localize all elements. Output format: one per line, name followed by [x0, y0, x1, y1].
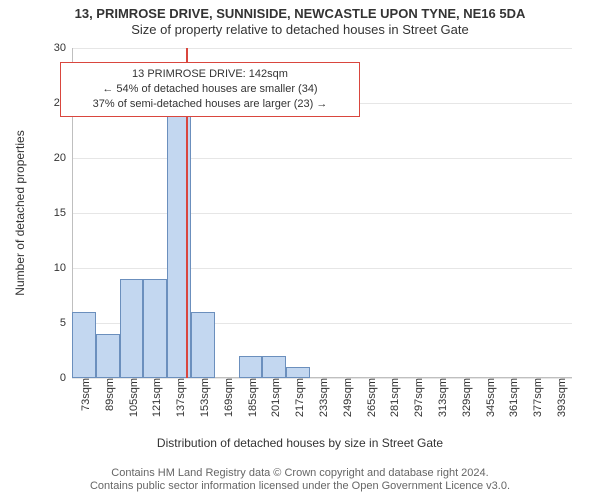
- histogram-bar: [96, 334, 120, 378]
- x-tick-label: 137sqm: [171, 378, 187, 417]
- x-tick-label: 217sqm: [290, 378, 306, 417]
- y-tick-label: 10: [54, 262, 72, 274]
- x-axis-label: Distribution of detached houses by size …: [0, 436, 600, 450]
- x-tick-label: 313sqm: [433, 378, 449, 417]
- x-tick-label: 121sqm: [147, 378, 163, 417]
- chart-container: { "title": { "line1": "13, PRIMROSE DRIV…: [0, 0, 600, 500]
- title-line1: 13, PRIMROSE DRIVE, SUNNISIDE, NEWCASTLE…: [0, 6, 600, 22]
- histogram-bar: [143, 279, 167, 378]
- annotation-line: ← 54% of detached houses are smaller (34…: [71, 82, 349, 97]
- page-title: 13, PRIMROSE DRIVE, SUNNISIDE, NEWCASTLE…: [0, 0, 600, 22]
- y-tick-label: 30: [54, 42, 72, 54]
- x-tick-label: 89sqm: [100, 378, 116, 411]
- x-tick-label: 345sqm: [481, 378, 497, 417]
- x-tick-label: 281sqm: [385, 378, 401, 417]
- x-tick-label: 265sqm: [362, 378, 378, 417]
- x-tick-label: 201sqm: [266, 378, 282, 417]
- x-tick-label: 169sqm: [219, 378, 235, 417]
- histogram-bar: [262, 356, 286, 378]
- footer-line2: Contains public sector information licen…: [0, 480, 600, 494]
- x-tick-label: 73sqm: [76, 378, 92, 411]
- histogram-bar: [286, 367, 310, 378]
- y-tick-label: 20: [54, 152, 72, 164]
- y-tick-label: 5: [60, 317, 72, 329]
- x-tick-label: 377sqm: [528, 378, 544, 417]
- grid-line: [72, 268, 572, 269]
- page-subtitle: Size of property relative to detached ho…: [0, 22, 600, 38]
- histogram-bar: [72, 312, 96, 378]
- histogram-bar: [239, 356, 263, 378]
- annotation-line: 13 PRIMROSE DRIVE: 142sqm: [71, 67, 349, 82]
- grid-line: [72, 213, 572, 214]
- grid-line: [72, 158, 572, 159]
- x-tick-label: 329sqm: [457, 378, 473, 417]
- x-tick-label: 361sqm: [504, 378, 520, 417]
- y-tick-label: 0: [60, 372, 72, 384]
- grid-line: [72, 48, 572, 49]
- x-tick-label: 233sqm: [314, 378, 330, 417]
- y-axis-label: Number of detached properties: [13, 130, 27, 295]
- attribution-footer: Contains HM Land Registry data © Crown c…: [0, 467, 600, 495]
- x-tick-label: 393sqm: [552, 378, 568, 417]
- x-tick-label: 249sqm: [338, 378, 354, 417]
- x-tick-label: 153sqm: [195, 378, 211, 417]
- footer-line1: Contains HM Land Registry data © Crown c…: [0, 467, 600, 481]
- annotation-box: 13 PRIMROSE DRIVE: 142sqm← 54% of detach…: [60, 62, 360, 117]
- x-tick-label: 105sqm: [124, 378, 140, 417]
- x-tick-label: 297sqm: [409, 378, 425, 417]
- histogram-bar: [191, 312, 215, 378]
- y-tick-label: 15: [54, 207, 72, 219]
- annotation-line: 37% of semi-detached houses are larger (…: [71, 97, 349, 112]
- histogram-bar: [120, 279, 144, 378]
- x-tick-label: 185sqm: [243, 378, 259, 417]
